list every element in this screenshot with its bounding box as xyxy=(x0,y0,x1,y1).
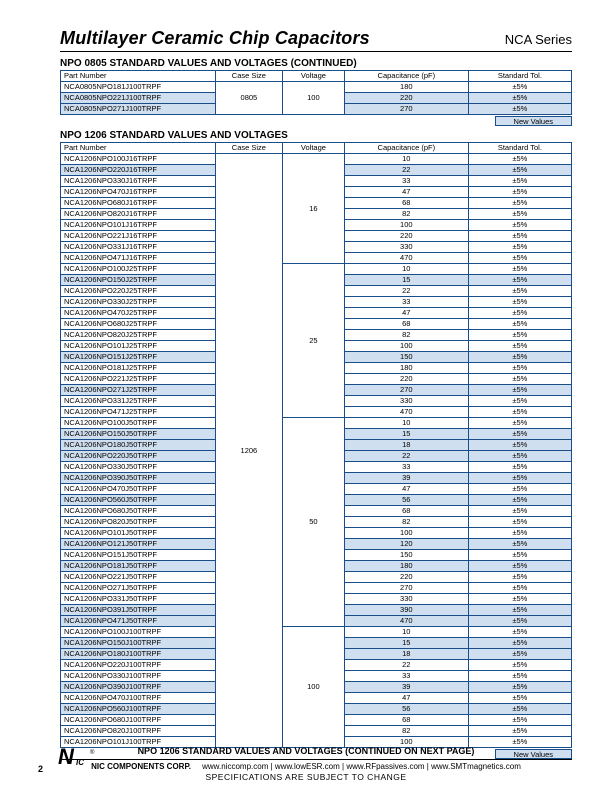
column-header: Case Size xyxy=(215,143,282,154)
column-header: Voltage xyxy=(282,71,344,82)
table-row: NCA1206NPO100J100TRPF10010±5% xyxy=(61,627,572,638)
table-row: NCA1206NPO100J16TRPF12061610±5% xyxy=(61,154,572,165)
page-header: Multilayer Ceramic Chip Capacitors NCA S… xyxy=(60,28,572,52)
footer-spec: SPECIFICATIONS ARE SUBJECT TO CHANGE xyxy=(0,772,612,782)
column-header: Case Size xyxy=(215,71,282,82)
table-1206: Part NumberCase SizeVoltageCapacitance (… xyxy=(60,142,572,748)
column-header: Capacitance (pF) xyxy=(344,143,468,154)
page-title: Multilayer Ceramic Chip Capacitors xyxy=(60,28,370,49)
footer-links: NIC COMPONENTS CORP. www.niccomp.com | w… xyxy=(0,762,612,771)
column-header: Standard Tol. xyxy=(468,71,571,82)
series-label: NCA Series xyxy=(505,32,572,47)
column-header: Part Number xyxy=(61,143,216,154)
column-header: Capacitance (pF) xyxy=(344,71,468,82)
new-values-row-1: New Values xyxy=(60,116,572,126)
footer-divider xyxy=(60,759,572,760)
continue-text: NPO 1206 STANDARD VALUES AND VOLTAGES (C… xyxy=(0,746,612,756)
table-row: NCA0805NPO181J100TRPF0805100180±5% xyxy=(61,82,572,93)
column-header: Standard Tol. xyxy=(468,143,571,154)
table-0805: Part NumberCase SizeVoltageCapacitance (… xyxy=(60,70,572,115)
page-footer: NPO 1206 STANDARD VALUES AND VOLTAGES (C… xyxy=(0,746,612,782)
new-values-label: New Values xyxy=(495,116,572,126)
table-row: NCA1206NPO100J50TRPF5010±5% xyxy=(61,418,572,429)
column-header: Part Number xyxy=(61,71,216,82)
column-header: Voltage xyxy=(282,143,344,154)
table-row: NCA1206NPO100J25TRPF2510±5% xyxy=(61,264,572,275)
section2-title: NPO 1206 STANDARD VALUES AND VOLTAGES xyxy=(60,130,572,141)
section1-title: NPO 0805 STANDARD VALUES AND VOLTAGES (C… xyxy=(60,58,572,69)
